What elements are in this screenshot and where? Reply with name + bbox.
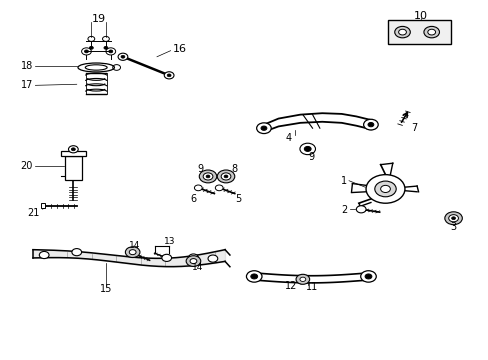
Circle shape — [366, 175, 404, 203]
Circle shape — [356, 206, 366, 213]
Circle shape — [68, 146, 78, 153]
Text: 3: 3 — [449, 222, 456, 232]
Circle shape — [104, 46, 108, 49]
Circle shape — [360, 271, 375, 282]
Circle shape — [224, 175, 227, 178]
Circle shape — [398, 29, 406, 35]
Circle shape — [427, 29, 435, 35]
Text: 7: 7 — [411, 123, 417, 133]
Circle shape — [199, 170, 216, 183]
Circle shape — [394, 26, 409, 38]
Text: 6: 6 — [190, 194, 196, 204]
Circle shape — [89, 46, 93, 49]
Text: 15: 15 — [100, 284, 112, 294]
Bar — [64, 156, 82, 180]
Circle shape — [367, 122, 373, 127]
Circle shape — [448, 215, 458, 222]
Circle shape — [299, 277, 305, 282]
Circle shape — [246, 271, 262, 282]
Circle shape — [194, 185, 202, 191]
Text: 13: 13 — [164, 237, 175, 246]
Circle shape — [71, 148, 75, 151]
Text: 4: 4 — [285, 133, 291, 143]
Text: 11: 11 — [305, 282, 317, 292]
Circle shape — [72, 249, 81, 256]
Text: 10: 10 — [413, 11, 427, 21]
Text: 2: 2 — [341, 205, 347, 215]
Bar — [41, 203, 45, 208]
Circle shape — [162, 254, 171, 261]
Circle shape — [299, 143, 315, 155]
Circle shape — [217, 170, 234, 183]
Circle shape — [186, 256, 201, 266]
Text: 17: 17 — [20, 80, 33, 90]
Text: 5: 5 — [235, 194, 241, 204]
Text: 18: 18 — [20, 62, 33, 71]
Bar — [387, 20, 450, 44]
Text: 16: 16 — [172, 44, 186, 54]
Text: 14: 14 — [129, 240, 141, 249]
Circle shape — [261, 126, 266, 130]
Text: 19: 19 — [91, 14, 105, 24]
Circle shape — [167, 74, 171, 77]
Circle shape — [374, 181, 395, 197]
Circle shape — [363, 119, 377, 130]
Bar — [61, 152, 85, 156]
Circle shape — [164, 72, 174, 79]
Circle shape — [84, 50, 88, 53]
Circle shape — [203, 173, 212, 180]
Circle shape — [190, 258, 197, 264]
Text: 1: 1 — [340, 176, 346, 186]
Circle shape — [188, 254, 198, 261]
Circle shape — [304, 147, 310, 152]
Text: 21: 21 — [27, 208, 39, 218]
Circle shape — [423, 26, 439, 38]
Text: 20: 20 — [20, 161, 33, 171]
Circle shape — [380, 185, 389, 193]
Circle shape — [125, 247, 140, 257]
Text: 9: 9 — [197, 163, 203, 174]
Circle shape — [451, 217, 455, 220]
Circle shape — [221, 173, 230, 180]
Text: 8: 8 — [230, 163, 237, 174]
Circle shape — [250, 274, 257, 279]
Circle shape — [365, 274, 371, 279]
Circle shape — [256, 123, 271, 134]
Circle shape — [121, 55, 124, 58]
Circle shape — [39, 251, 49, 258]
Circle shape — [444, 212, 461, 225]
Text: 14: 14 — [191, 264, 203, 273]
Circle shape — [118, 53, 127, 60]
Circle shape — [109, 50, 113, 53]
Text: 12: 12 — [284, 281, 296, 291]
Circle shape — [295, 274, 309, 284]
Circle shape — [215, 185, 223, 191]
Circle shape — [129, 249, 136, 255]
Circle shape — [205, 175, 209, 178]
Circle shape — [207, 255, 217, 262]
Text: 9: 9 — [308, 152, 314, 162]
